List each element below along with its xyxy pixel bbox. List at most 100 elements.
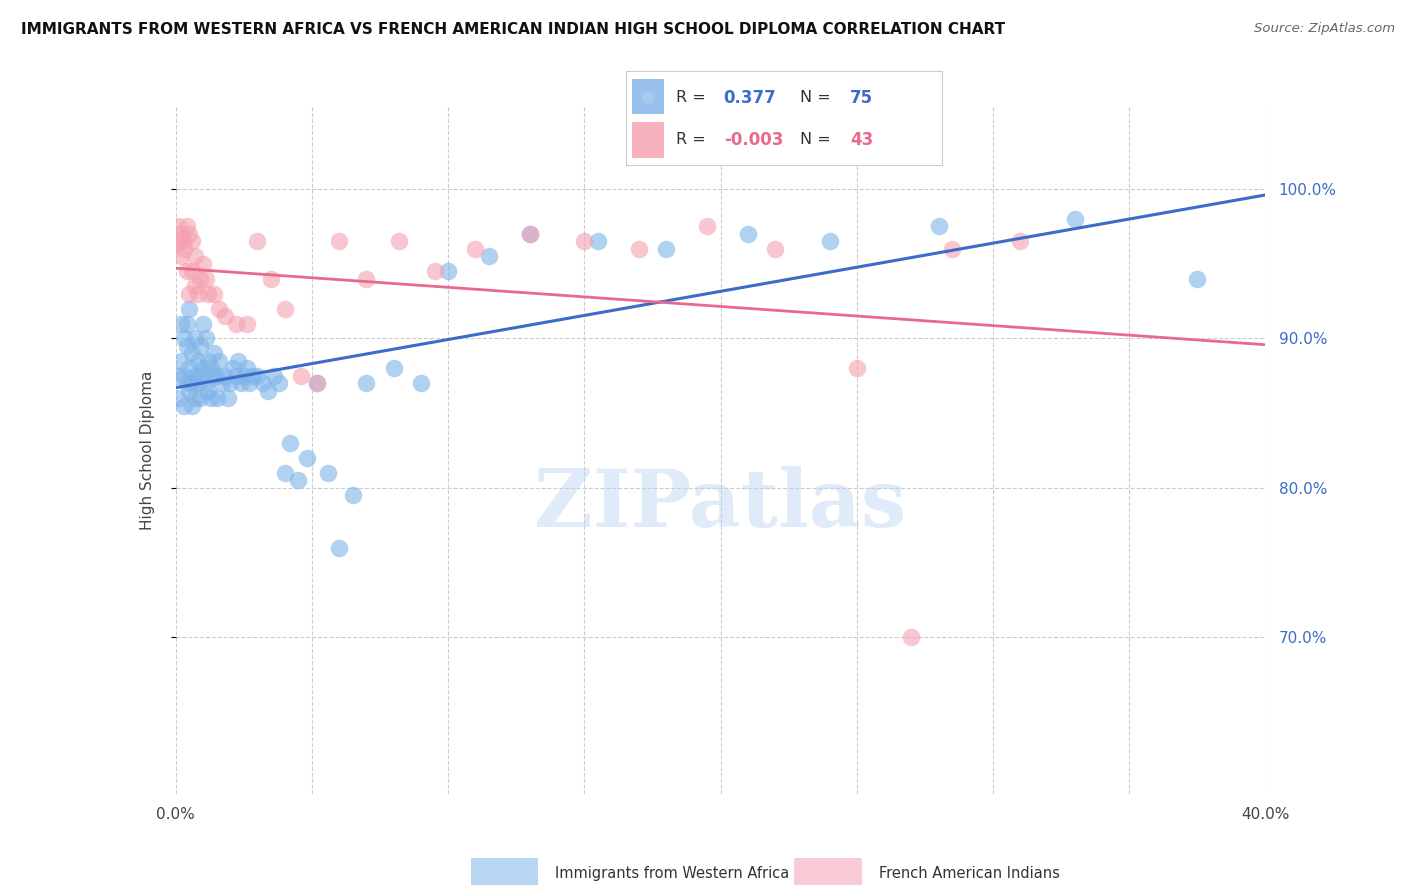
Point (197, 286, 219, 301)
Point (217, 391, 239, 405)
Point (170, 317, 193, 331)
Point (278, 436, 301, 450)
Point (184, 391, 207, 405)
Point (167, 391, 190, 405)
Point (437, 264, 460, 278)
Point (173, 331, 195, 345)
Text: N =: N = (800, 90, 835, 105)
Point (225, 317, 247, 331)
Point (235, 317, 257, 331)
Y-axis label: High School Diploma: High School Diploma (141, 371, 155, 530)
Point (167, 235, 190, 249)
Point (170, 249, 193, 263)
Point (170, 354, 193, 368)
Point (186, 286, 209, 301)
Point (464, 242, 486, 256)
Point (191, 361, 214, 376)
Point (252, 376, 274, 391)
Text: R =: R = (676, 132, 711, 147)
Text: ZIPatlas: ZIPatlas (534, 467, 907, 544)
Point (208, 354, 231, 368)
Point (194, 376, 217, 391)
Text: 43: 43 (851, 131, 873, 149)
Text: 75: 75 (851, 88, 873, 106)
Point (173, 235, 195, 249)
Point (225, 368, 247, 383)
Point (208, 301, 231, 316)
Text: French American Indians: French American Indians (879, 866, 1060, 880)
Point (845, 361, 868, 376)
Point (170, 227, 193, 241)
Point (228, 354, 250, 368)
Point (928, 219, 950, 234)
Point (586, 235, 609, 249)
Point (763, 242, 786, 256)
Point (295, 450, 318, 465)
Point (179, 301, 201, 316)
Point (900, 630, 922, 644)
Point (627, 242, 650, 256)
Point (232, 368, 254, 383)
Point (167, 219, 190, 234)
Text: R =: R = (676, 90, 711, 105)
Point (173, 399, 195, 413)
Point (205, 368, 228, 383)
Point (197, 384, 219, 398)
Point (240, 368, 263, 383)
Text: N =: N = (800, 132, 835, 147)
Point (290, 368, 312, 383)
Point (222, 361, 245, 376)
Point (179, 286, 201, 301)
Point (318, 466, 340, 480)
Point (214, 309, 236, 323)
Point (181, 264, 204, 278)
Point (519, 227, 541, 241)
Point (328, 541, 350, 555)
Point (184, 368, 207, 383)
Point (260, 271, 283, 285)
Point (194, 271, 217, 285)
Point (200, 391, 222, 405)
Point (176, 376, 198, 391)
Point (269, 376, 291, 391)
Point (205, 391, 228, 405)
Text: Source: ZipAtlas.com: Source: ZipAtlas.com (1254, 22, 1395, 36)
Point (941, 242, 963, 256)
Point (186, 354, 209, 368)
Point (238, 376, 260, 391)
Point (274, 301, 297, 316)
Point (246, 368, 269, 383)
Point (211, 376, 233, 391)
Point (328, 235, 350, 249)
Point (257, 384, 280, 398)
Point (173, 368, 195, 383)
Point (263, 368, 285, 383)
Point (409, 376, 432, 391)
Point (818, 235, 841, 249)
Point (202, 368, 225, 383)
Point (179, 227, 201, 241)
Point (1063, 212, 1085, 227)
Point (181, 235, 204, 249)
Point (179, 361, 201, 376)
Point (382, 361, 405, 376)
Point (176, 219, 198, 234)
Point (219, 376, 242, 391)
Point (188, 339, 211, 353)
Point (246, 235, 269, 249)
Point (184, 279, 207, 293)
Point (181, 376, 204, 391)
Point (186, 376, 209, 391)
Text: -0.003: -0.003 (724, 131, 783, 149)
Point (1010, 235, 1032, 249)
Point (235, 361, 257, 376)
Point (655, 242, 678, 256)
Point (388, 235, 411, 249)
Point (184, 249, 207, 263)
Point (574, 235, 596, 249)
Point (202, 286, 225, 301)
Point (176, 264, 198, 278)
Point (423, 264, 446, 278)
Point (181, 399, 204, 413)
Point (202, 346, 225, 360)
